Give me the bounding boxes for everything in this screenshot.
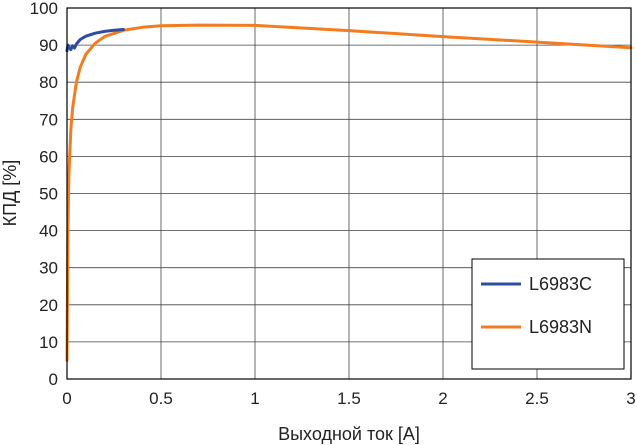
x-tick-label: 3 — [626, 389, 635, 408]
x-tick-label: 2.5 — [525, 389, 549, 408]
x-tick-labels: 0 0.5 1 1.5 2 2.5 3 — [62, 389, 635, 408]
y-tick-label: 30 — [39, 259, 58, 278]
series-line-l6983c — [65, 28, 125, 53]
y-tick-labels: 0 10 20 30 40 50 60 70 80 90 100 — [30, 0, 58, 389]
x-tick-label: 1 — [250, 389, 259, 408]
x-tick-label: 0 — [62, 389, 71, 408]
series-line-l6983n — [65, 23, 633, 362]
legend-box — [471, 258, 625, 370]
x-tick-label: 2 — [438, 389, 447, 408]
legend-label-l6983n: L6983N — [529, 317, 592, 337]
legend: L6983C L6983N — [471, 258, 625, 370]
legend-label-l6983c: L6983C — [529, 274, 592, 294]
y-tick-label: 60 — [39, 147, 58, 166]
y-tick-label: 90 — [39, 36, 58, 55]
series-lines — [65, 23, 633, 362]
y-tick-label: 70 — [39, 110, 58, 129]
y-axis-label: КПД [%] — [0, 160, 20, 227]
y-tick-label: 100 — [30, 0, 58, 18]
y-tick-label: 0 — [49, 370, 58, 389]
x-axis-label: Выходной ток [A] — [278, 424, 420, 444]
y-tick-label: 20 — [39, 296, 58, 315]
x-tick-label: 1.5 — [337, 389, 361, 408]
y-tick-label: 10 — [39, 333, 58, 352]
x-tick-label: 0.5 — [149, 389, 173, 408]
y-tick-label: 40 — [39, 222, 58, 241]
grid — [67, 8, 631, 379]
y-tick-label: 50 — [39, 185, 58, 204]
y-tick-label: 80 — [39, 73, 58, 92]
plot-frame — [66, 7, 632, 380]
